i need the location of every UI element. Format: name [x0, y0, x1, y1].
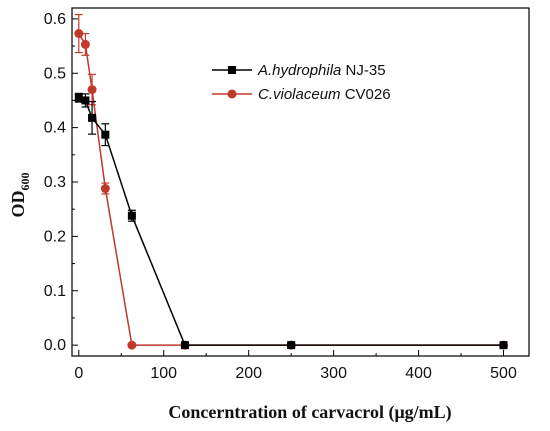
- y-tick-label-2: 0.2: [44, 228, 66, 245]
- series-0: [74, 92, 508, 350]
- x-axis-ticks: 0 100 200 300 400 500: [74, 350, 517, 382]
- y-tick-label-1: 0.1: [44, 283, 66, 300]
- data-point-1-2: [87, 85, 97, 95]
- data-point-0-4: [127, 211, 136, 220]
- x-tick-label-1: 100: [150, 365, 177, 382]
- y-axis-title: OD600: [8, 173, 32, 218]
- legend-label-1: C.violaceum CV026: [258, 86, 391, 103]
- data-point-0-1: [81, 96, 90, 105]
- data-point-0-7: [499, 341, 508, 350]
- data-point-1-4: [127, 340, 137, 350]
- svg-text:OD600: OD600: [8, 173, 32, 218]
- x-tick-label-4: 400: [405, 365, 432, 382]
- legend-marker-1: [227, 89, 237, 99]
- series-line-0: [78, 97, 504, 346]
- x-tick-label-2: 200: [235, 365, 262, 382]
- series-line-1: [78, 33, 504, 346]
- legend-marker-0: [228, 66, 236, 74]
- legend: A.hydrophila NJ-35 C.violaceum CV026: [212, 62, 391, 103]
- y-tick-label-4: 0.4: [44, 120, 66, 137]
- y-axis-ticks: 0.0 0.1 0.2 0.3 0.4 0.5 0.6: [44, 11, 78, 354]
- y-tick-label-3: 0.3: [44, 174, 66, 191]
- y-tick-label-0: 0.0: [44, 337, 66, 354]
- x-tick-label-0: 0: [74, 365, 83, 382]
- data-point-0-2: [88, 113, 97, 122]
- y-axis-title-main: OD: [8, 190, 28, 217]
- plot-area: [71, 7, 530, 357]
- x-axis-title: Concerntration of carvacrol (μg/mL): [168, 402, 451, 423]
- data-point-1-0: [74, 29, 84, 39]
- y-tick-label-5: 0.5: [44, 65, 66, 82]
- x-tick-label-3: 300: [320, 365, 347, 382]
- data-point-0-6: [287, 341, 296, 350]
- legend-entry-0: A.hydrophila NJ-35: [212, 62, 386, 79]
- series-layer: [74, 13, 509, 350]
- legend-label-0: A.hydrophila NJ-35: [257, 62, 386, 79]
- data-point-0-0: [74, 93, 83, 102]
- legend-entry-1: C.violaceum CV026: [212, 86, 391, 103]
- y-tick-label-6: 0.6: [44, 11, 66, 28]
- x-tick-label-5: 500: [490, 365, 517, 382]
- y-axis-title-sub: 600: [18, 173, 32, 191]
- data-point-0-3: [101, 130, 110, 139]
- data-point-1-1: [80, 39, 90, 49]
- plot-frame: [71, 7, 530, 357]
- data-point-1-3: [100, 184, 110, 194]
- data-point-0-5: [180, 341, 189, 350]
